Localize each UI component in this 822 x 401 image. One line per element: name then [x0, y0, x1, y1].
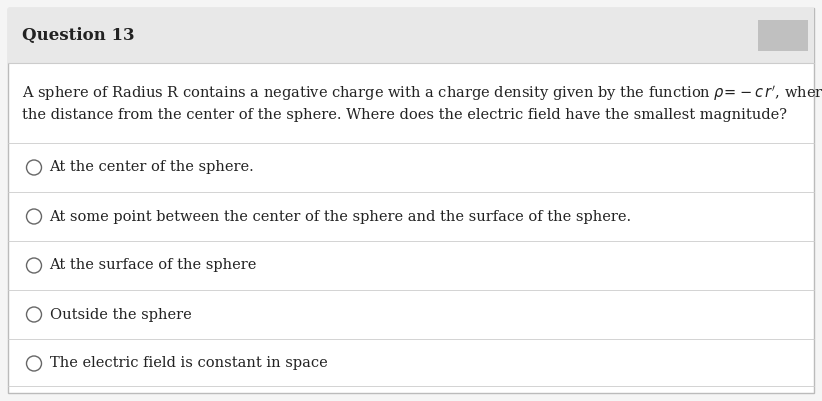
Text: At some point between the center of the sphere and the surface of the sphere.: At some point between the center of the …	[49, 209, 631, 223]
FancyBboxPatch shape	[8, 8, 814, 63]
Text: At the surface of the sphere: At the surface of the sphere	[49, 259, 256, 273]
FancyBboxPatch shape	[758, 20, 808, 51]
Text: A sphere of Radius R contains a negative charge with a charge density given by t: A sphere of Radius R contains a negative…	[22, 83, 822, 103]
Text: The electric field is constant in space: The electric field is constant in space	[49, 356, 327, 371]
Text: Question 13: Question 13	[22, 27, 135, 44]
Text: the distance from the center of the sphere. Where does the electric field have t: the distance from the center of the sphe…	[22, 108, 787, 122]
Text: Outside the sphere: Outside the sphere	[49, 308, 192, 322]
FancyBboxPatch shape	[8, 8, 814, 393]
Text: At the center of the sphere.: At the center of the sphere.	[49, 160, 254, 174]
